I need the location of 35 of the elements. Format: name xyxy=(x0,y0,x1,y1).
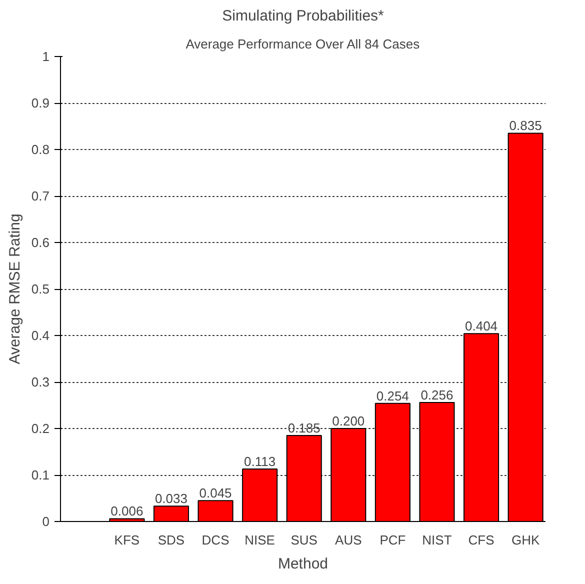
x-tick-label: PCF xyxy=(380,532,406,548)
y-tick-label: 0.2 xyxy=(31,421,50,436)
y-tick-label: 0.8 xyxy=(31,142,50,157)
data-label: 0.045 xyxy=(199,486,232,501)
data-label: 0.185 xyxy=(288,420,320,436)
y-tick-label: 0.7 xyxy=(31,188,50,204)
x-tick-label: GHK xyxy=(511,532,540,548)
y-axis-title: Average RMSE Rating xyxy=(6,214,24,364)
data-label: 0.256 xyxy=(420,387,454,402)
data-label: 0.113 xyxy=(244,454,276,469)
x-tick-label: DCS xyxy=(202,532,230,548)
x-tick-label: NISE xyxy=(244,532,276,548)
data-label: 0.835 xyxy=(509,118,542,134)
data-label: 0.200 xyxy=(332,414,365,428)
y-tick-label: 0.3 xyxy=(31,374,50,390)
data-label: 0.006 xyxy=(110,504,144,519)
x-tick-label: AUS xyxy=(335,532,362,548)
y-tick-label: 0.1 xyxy=(31,468,50,482)
y-tick-label: 0 xyxy=(42,514,50,529)
y-tick-label: 1 xyxy=(42,49,50,64)
x-tick-label: SUS xyxy=(290,532,318,548)
y-tick-label: 0.4 xyxy=(31,328,50,343)
y-tick-label: 0.6 xyxy=(31,235,50,250)
x-tick-label: NIST xyxy=(422,532,452,548)
y-tick-label: 0.9 xyxy=(31,96,50,110)
x-tick-label: CFS xyxy=(468,532,495,548)
data-label: 0.254 xyxy=(376,388,409,404)
x-tick-label: SDS xyxy=(158,532,185,548)
data-label: 0.033 xyxy=(154,491,188,506)
chart-title: Simulating Probabilities* xyxy=(222,8,384,24)
x-axis-title: Method xyxy=(278,556,328,572)
y-tick-label: 0.5 xyxy=(31,282,50,296)
data-label: 0.404 xyxy=(465,318,498,334)
x-tick-label: KFS xyxy=(114,532,140,548)
chart-subtitle: Average Performance Over All 84 Cases xyxy=(186,36,420,52)
